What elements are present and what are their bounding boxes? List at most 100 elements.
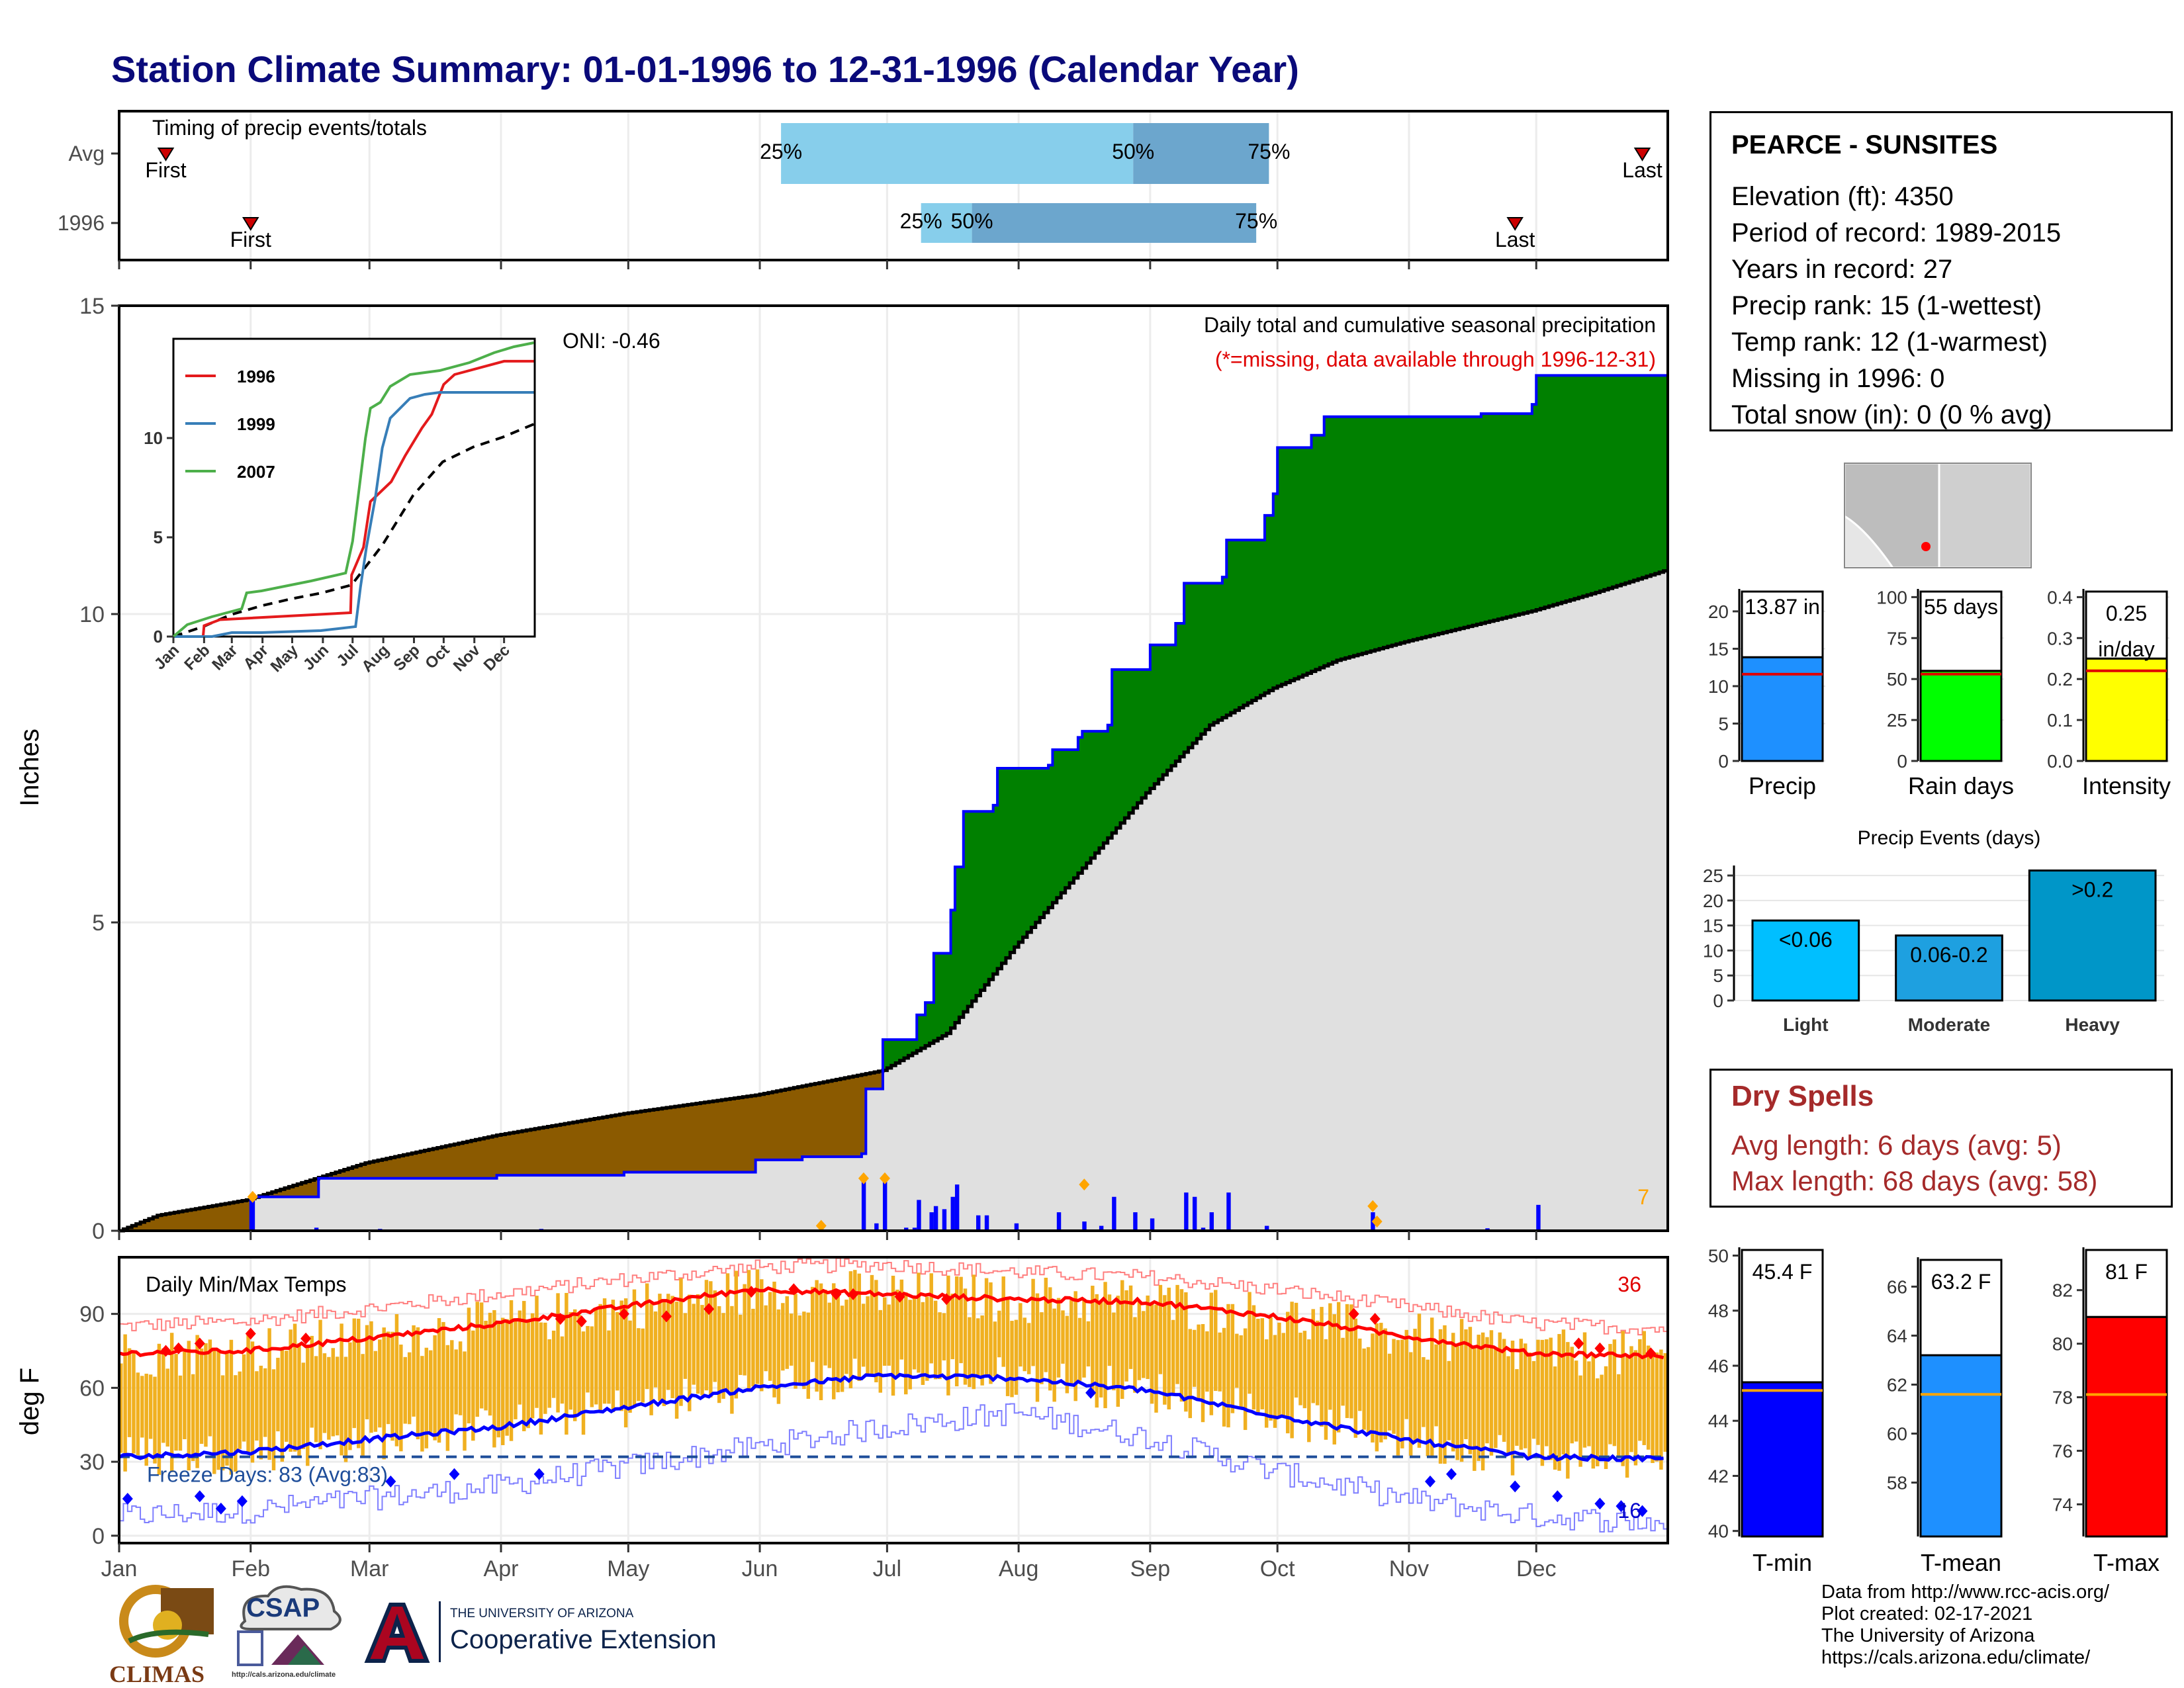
summary-ytick-label: 75 (1887, 628, 1907, 648)
avg-min-temp-line (118, 1372, 1664, 1463)
daily-temp-bar (445, 1345, 450, 1451)
ua-extension-logo: THE UNIVERSITY OF ARIZONA Cooperative Ex… (361, 1601, 745, 1667)
record-low-marker (1424, 1475, 1435, 1488)
daily-temp-bar (1320, 1307, 1324, 1427)
daily-temp-bar (1001, 1276, 1005, 1367)
daily-temp-bar (174, 1354, 178, 1451)
events-ytick-label: 15 (1703, 916, 1723, 936)
dry-spells-box: Dry Spells Avg length: 6 days (avg: 5) M… (1709, 1069, 2173, 1208)
daily-temp-bar (1413, 1329, 1417, 1442)
daily-temp-bar (1604, 1366, 1608, 1470)
daily-temp-bar (285, 1351, 289, 1442)
station-temp-rank: Temp rank: 12 (1-warmest) (1731, 328, 2048, 357)
station-location-marker (1921, 542, 1931, 551)
events-category-label: Heavy (2065, 1014, 2120, 1035)
daily-precip-bar (1056, 1212, 1062, 1231)
timing-bar-q50-q75 (972, 203, 1257, 243)
temp-bar-ytick-label: 40 (1708, 1521, 1729, 1542)
daily-temp-bar (496, 1323, 501, 1438)
daily-temp-bar (1468, 1327, 1473, 1454)
daily-temp-bar (522, 1301, 526, 1431)
last-event-label: Last (1622, 158, 1662, 182)
csap-logo-text: CSAP (246, 1593, 320, 1622)
record-high-marker (160, 1345, 171, 1357)
inset-ytick-label: 10 (144, 428, 163, 448)
daily-temp-bar (1464, 1329, 1468, 1439)
daily-precip-bar (1536, 1204, 1541, 1231)
daily-temp-bar (1536, 1339, 1540, 1445)
daily-temp-bar (556, 1293, 560, 1413)
record-high-marker (941, 1293, 952, 1306)
daily-temp-bar (1154, 1304, 1158, 1413)
daily-temp-bar (1527, 1352, 1531, 1458)
temp-ytick-label: 90 (79, 1302, 105, 1327)
record-high-marker (661, 1310, 672, 1323)
daily-temp-bar (1515, 1369, 1519, 1446)
first-event-marker (242, 217, 259, 231)
temp-bar-label: T-min (1752, 1549, 1812, 1576)
timing-panel-label: Timing of precip events/totals (152, 116, 427, 140)
daily-temp-bar (1251, 1305, 1256, 1410)
record-high-marker (1348, 1308, 1359, 1320)
daily-temp-bar (1332, 1314, 1336, 1444)
record-low-marker (194, 1490, 205, 1503)
daily-precip-bar (904, 1227, 909, 1231)
daily-temp-bar (772, 1281, 776, 1398)
daily-temp-bar (1443, 1325, 1447, 1464)
summary-ytick-label: 0.0 (2047, 751, 2073, 772)
daily-temp-bar (1608, 1344, 1612, 1444)
daily-temp-bar (565, 1292, 569, 1435)
location-map (1843, 462, 2032, 569)
daily-temp-bar (696, 1294, 700, 1394)
daily-temp-bar (1269, 1317, 1273, 1421)
daily-temp-bar (429, 1350, 433, 1433)
events-ytick-label: 25 (1703, 866, 1723, 886)
daily-temp-bar (1014, 1319, 1019, 1395)
station-precip-rank: Precip rank: 15 (1-wettest) (1731, 291, 2042, 320)
daily-temp-bar (628, 1320, 632, 1413)
daily-temp-bar (484, 1320, 488, 1411)
daily-temp-bar (373, 1351, 378, 1432)
daily-temp-bar (1531, 1360, 1536, 1439)
temp-bar-ytick-label: 78 (2052, 1388, 2073, 1408)
daily-temp-bar (289, 1329, 293, 1452)
daily-temp-bar (390, 1331, 394, 1441)
daily-temp-bar (832, 1283, 836, 1399)
daily-temp-bar (1459, 1319, 1464, 1462)
events-bar-heavy (2028, 869, 2157, 1002)
events-bar-light (1751, 919, 1860, 1002)
temp-bar-ytick-label: 48 (1708, 1301, 1729, 1321)
temp-bar-ytick-label: 58 (1887, 1473, 1907, 1493)
daily-temp-bar (1256, 1318, 1260, 1415)
temp-value-label: 81 F (2105, 1260, 2148, 1284)
daily-temp-bar (1651, 1353, 1655, 1464)
events-category-label: Light (1783, 1014, 1828, 1035)
timing-row-1996: 25% 50% 75% First Last (230, 203, 1535, 251)
daily-temp-bar (598, 1304, 602, 1413)
daily-temp-bar (1065, 1315, 1069, 1394)
daily-temp-bar (946, 1275, 950, 1396)
record-low-marker (533, 1468, 545, 1480)
daily-precip-bar (1112, 1196, 1116, 1231)
daily-temp-bar (1404, 1329, 1408, 1419)
daily-temp-bar (1133, 1317, 1137, 1393)
daily-temp-bar (1112, 1312, 1116, 1391)
daily-temp-bar (1434, 1344, 1438, 1427)
summary-unit-label: in/day (2098, 637, 2154, 661)
daily-precip-bar (929, 1212, 934, 1231)
daily-temp-bar (378, 1339, 382, 1428)
precip-surplus-area (882, 375, 1668, 1071)
summary-bar-intensity: 0.25 in/day 0.0 0.1 0.2 0.3 0.4 Intensity (2047, 587, 2171, 799)
daily-temp-bar (1124, 1290, 1128, 1382)
daily-temp-bar (1137, 1300, 1142, 1380)
summary-bar (1741, 656, 1824, 762)
daily-temp-bar (1540, 1339, 1545, 1466)
daily-temp-bar (1311, 1309, 1315, 1403)
daily-temp-bar (679, 1278, 683, 1406)
daily-temp-bar (1005, 1296, 1010, 1396)
daily-temp-bar (908, 1300, 912, 1390)
month-label: Jan (101, 1556, 138, 1581)
first-event-marker (157, 148, 175, 161)
daily-temp-bar (1494, 1349, 1498, 1448)
daily-temp-bar (1218, 1332, 1222, 1392)
